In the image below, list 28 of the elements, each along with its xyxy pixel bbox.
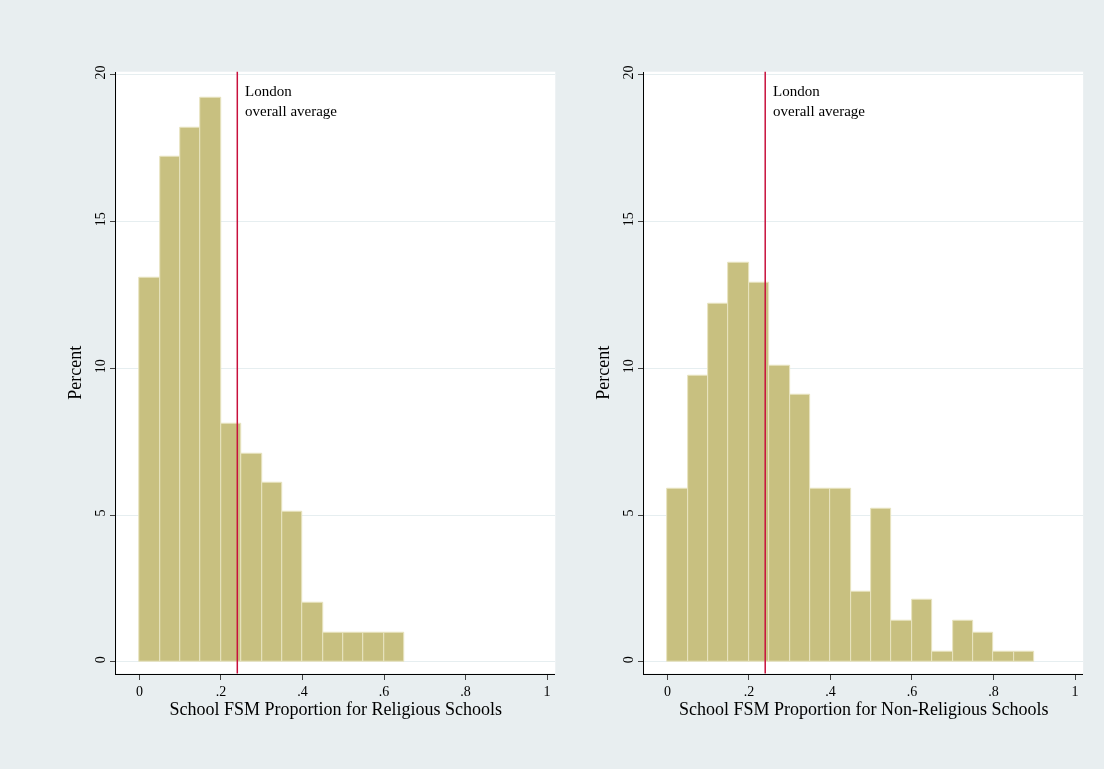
- x-tick-label: 0: [135, 684, 143, 700]
- x-tick-label: .4: [297, 684, 308, 700]
- y-tick-label: 20: [620, 65, 636, 80]
- ref-line-label: London overall average: [773, 83, 866, 119]
- y-axis-title: Percent: [592, 345, 613, 400]
- y-tick-label: 10: [620, 359, 636, 374]
- x-tick-label: .6: [378, 684, 390, 700]
- y-tick-label: 5: [92, 509, 108, 517]
- x-tick-label: .4: [825, 684, 836, 700]
- x-tick-label: .6: [906, 684, 918, 700]
- y-axis-title: Percent: [64, 345, 85, 400]
- x-tick-label: .8: [460, 684, 471, 700]
- x-tick-label: .8: [988, 684, 999, 700]
- y-tick-label: 5: [620, 509, 636, 517]
- x-tick-label: .2: [743, 684, 755, 700]
- x-tick-label: 0: [663, 684, 671, 700]
- y-tick-label: 15: [620, 212, 636, 227]
- x-tick-label: 1: [543, 684, 551, 700]
- y-tick-label: 10: [92, 359, 108, 374]
- x-axis-title: School FSM Proportion for Religious Schools: [169, 699, 503, 720]
- x-tick-label: 1: [1071, 684, 1079, 700]
- y-tick-label: 0: [620, 656, 636, 664]
- y-tick-label: 20: [92, 65, 108, 80]
- ref-line-label: London overall average: [245, 83, 338, 119]
- y-tick-label: 15: [92, 212, 108, 227]
- x-tick-label: .2: [215, 684, 227, 700]
- x-axis-title: School FSM Proportion for Non-Religious Schools: [678, 699, 1049, 720]
- y-tick-label: 0: [92, 656, 108, 664]
